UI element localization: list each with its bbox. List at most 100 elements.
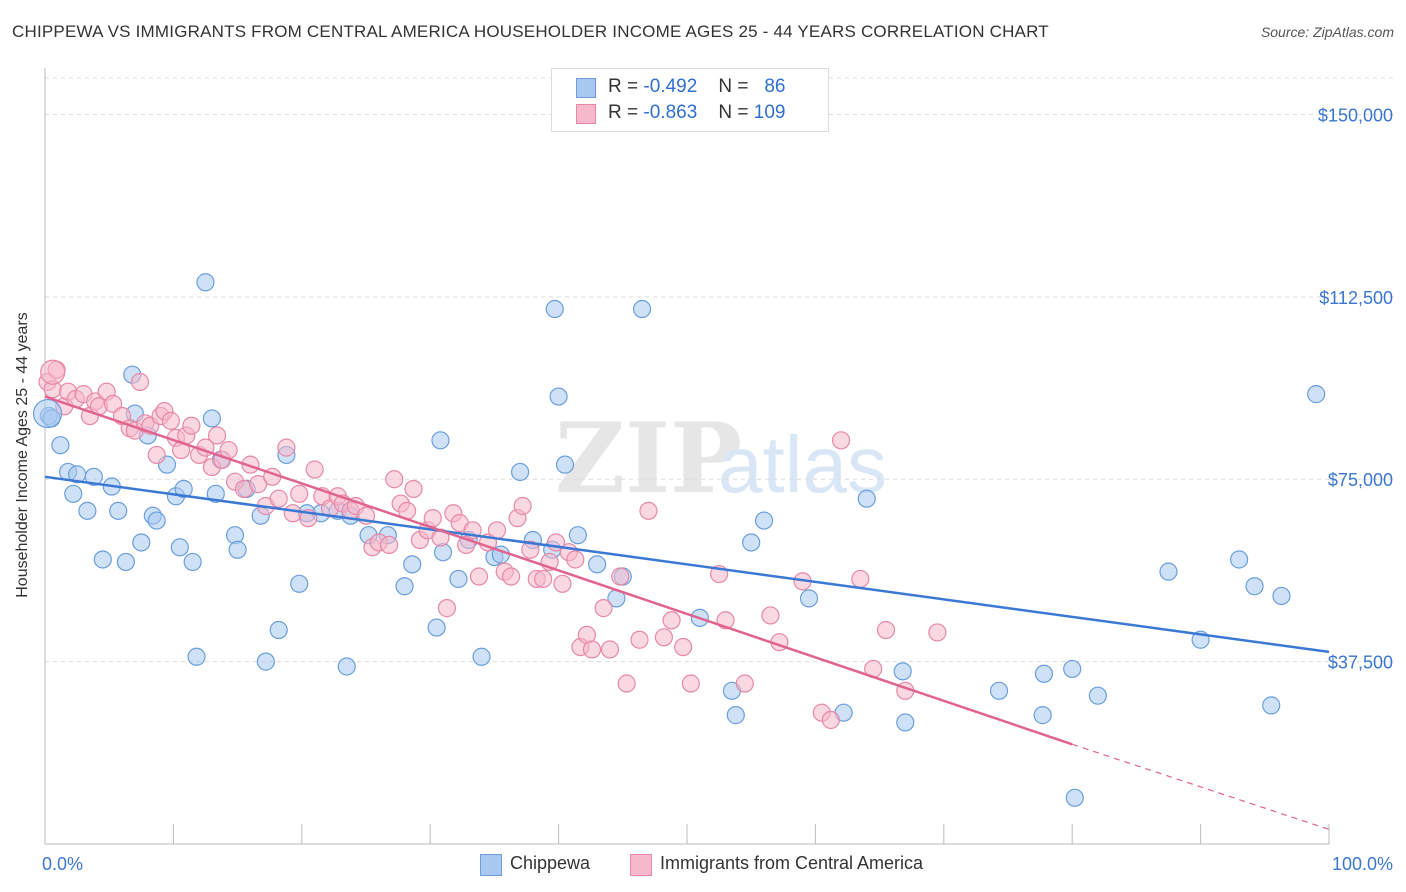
chippewa-point — [132, 533, 151, 552]
chippewa-point — [726, 706, 745, 725]
immigrants-point — [161, 411, 180, 430]
immigrants-trend-line — [44, 395, 1073, 746]
legend-label-immigrants: Immigrants from Central America — [660, 853, 924, 873]
source-label: Source: ZipAtlas.com — [1260, 24, 1394, 40]
chippewa-point — [78, 501, 97, 520]
chippewa-swatch — [576, 78, 596, 98]
chippewa-point — [1034, 664, 1054, 683]
y-tick-label: $112,500 — [1319, 288, 1393, 308]
immigrants-point — [182, 416, 201, 435]
r-label: R = — [608, 102, 639, 123]
chart-title: CHIPPEWA VS IMMIGRANTS FROM CENTRAL AMER… — [12, 22, 1049, 41]
immigrants-point — [283, 504, 302, 523]
immigrants-point — [487, 521, 507, 540]
chippewa-point — [64, 484, 83, 503]
immigrants-point — [241, 455, 260, 474]
immigrants-point — [851, 569, 870, 589]
chippewa-point — [549, 387, 568, 406]
chippewa-point — [472, 647, 491, 666]
n-value: 86 — [764, 76, 786, 97]
immigrants-point — [600, 640, 620, 659]
immigrants-point — [103, 394, 123, 413]
tick-labels: $37,500 $75,000 $112,500 $150,000 0.0% 100.0% — [42, 105, 1393, 874]
chippewa-point — [989, 681, 1009, 700]
immigrants-point — [385, 470, 404, 489]
immigrants-point — [821, 710, 840, 730]
immigrants-point — [611, 567, 630, 586]
data-points — [32, 273, 1326, 807]
chippewa-point — [1159, 562, 1178, 581]
immigrants-point — [876, 620, 896, 640]
chippewa-point — [109, 501, 128, 520]
chippewa-point — [632, 299, 652, 319]
immigrants-point — [639, 501, 658, 520]
chippewa-point — [116, 552, 135, 572]
chippewa-point — [1033, 706, 1052, 725]
n-label: N = — [718, 76, 749, 97]
immigrants-point — [404, 479, 423, 499]
immigrants-point — [269, 489, 288, 508]
chippewa-point — [183, 552, 202, 572]
chippewa-point — [206, 484, 225, 503]
chippewa-point — [427, 618, 446, 637]
immigrants-point — [207, 426, 227, 445]
watermark-zip: ZIP — [555, 402, 742, 515]
chippewa-point — [170, 538, 189, 557]
chippewa-point — [1262, 696, 1281, 715]
chippewa-point — [1063, 659, 1082, 679]
chippewa-point — [403, 555, 422, 574]
chippewa-point — [51, 436, 70, 455]
immigrants-point — [40, 359, 66, 385]
chippewa-point — [754, 511, 774, 530]
immigrants-point — [735, 674, 754, 693]
chippewa-point — [799, 589, 819, 608]
immigrants-point — [662, 611, 681, 630]
immigrants-point — [617, 674, 636, 693]
chippewa-point — [449, 569, 468, 589]
x-tick-label-min: 0.0% — [42, 854, 83, 874]
chippewa-point — [1088, 686, 1107, 705]
chippewa-legend-swatch — [480, 854, 502, 876]
immigrants-point — [674, 637, 693, 657]
chippewa-point — [290, 574, 309, 593]
chippewa-point — [147, 511, 166, 530]
chippewa-point — [32, 398, 63, 429]
series-legend: Chippewa Immigrants from Central America — [0, 852, 1406, 878]
immigrants-legend-swatch — [630, 854, 652, 876]
chippewa-point — [1230, 550, 1249, 569]
immigrants-point — [437, 599, 456, 618]
chippewa-point — [93, 550, 112, 569]
immigrants-trend-extension — [1072, 743, 1330, 830]
chippewa-point — [1065, 788, 1084, 807]
chippewa-point — [893, 662, 912, 681]
x-tick-label-max: 100.0% — [1332, 854, 1393, 874]
watermark-atlas: atlas — [718, 420, 887, 509]
immigrants-point — [928, 623, 947, 642]
stats-legend: R = -0.492 N = 86 R = -0.863 N = 109 — [551, 68, 829, 132]
immigrants-point — [305, 460, 324, 479]
immigrants-point — [501, 567, 521, 586]
immigrants-point — [249, 475, 268, 494]
immigrants-point — [594, 599, 613, 618]
chippewa-point — [228, 540, 247, 559]
chippewa-point — [857, 489, 876, 508]
r-value: -0.863 — [643, 102, 698, 123]
immigrants-point — [277, 438, 296, 457]
immigrants-point — [290, 484, 309, 503]
chippewa-point — [269, 620, 288, 640]
immigrants-point — [147, 445, 166, 465]
chippewa-point — [588, 555, 607, 574]
chippewa-point — [555, 455, 575, 474]
chippewa-point — [1307, 385, 1326, 404]
immigrants-point — [681, 674, 700, 693]
legend-label-chippewa: Chippewa — [510, 853, 591, 873]
immigrants-point — [469, 567, 489, 586]
chippewa-point — [256, 652, 275, 671]
chippewa-point — [202, 409, 222, 428]
chippewa-point — [84, 467, 103, 486]
chippewa-trend-line — [44, 475, 1330, 654]
immigrants-point — [431, 528, 450, 547]
chippewa-point — [896, 713, 915, 732]
trend-lines — [44, 395, 1330, 830]
